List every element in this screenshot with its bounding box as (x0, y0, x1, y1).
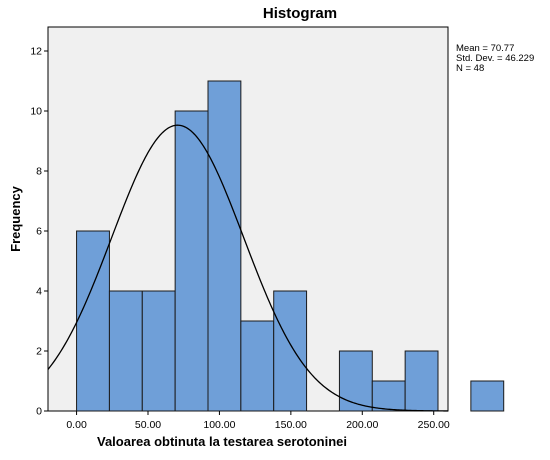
histogram-bar (76, 230, 110, 412)
x-tick-label: 200.00 (346, 419, 378, 431)
histogram-bar (240, 320, 275, 412)
histogram-bar (371, 380, 406, 412)
histogram-bar (141, 290, 176, 412)
x-tick-label: 250.00 (418, 419, 450, 431)
chart-title: Histogram (263, 5, 337, 22)
y-tick-label: 12 (30, 46, 42, 58)
x-tick-label: 100.00 (203, 419, 235, 431)
histogram-bar (207, 80, 242, 412)
stats-line: Std. Dev. = 46.229 (456, 53, 534, 64)
y-tick-label: 6 (36, 226, 42, 238)
histogram-bar (404, 350, 439, 412)
x-tick-label: 0.00 (66, 419, 87, 431)
histogram-bar (470, 380, 505, 412)
y-tick-label: 8 (36, 166, 42, 178)
bars-group (76, 80, 505, 412)
y-tick-label: 4 (36, 286, 42, 298)
histogram-bar (174, 110, 209, 412)
y-tick-label: 2 (36, 346, 42, 358)
y-tick-label: 10 (30, 106, 42, 118)
axes-group: 0 2 4 6 8 10 12 0.00 50.00 100.00 150.00 200.00 250.… (30, 46, 450, 432)
stats-line: N = 48 (456, 63, 484, 74)
normal-curve (47, 124, 448, 412)
histogram-bar (338, 350, 373, 412)
stats-line: Mean = 70.77 (456, 43, 514, 54)
x-tick-label: 150.00 (275, 419, 307, 431)
x-tick-label: 50.00 (135, 419, 161, 431)
histogram-bar (108, 290, 143, 412)
histogram-bar (273, 290, 308, 412)
y-axis-label: Frequency (8, 185, 23, 252)
x-axis-label: Valoarea obtinuta la testarea serotonine… (97, 434, 347, 449)
y-tick-label: 0 (36, 406, 42, 418)
